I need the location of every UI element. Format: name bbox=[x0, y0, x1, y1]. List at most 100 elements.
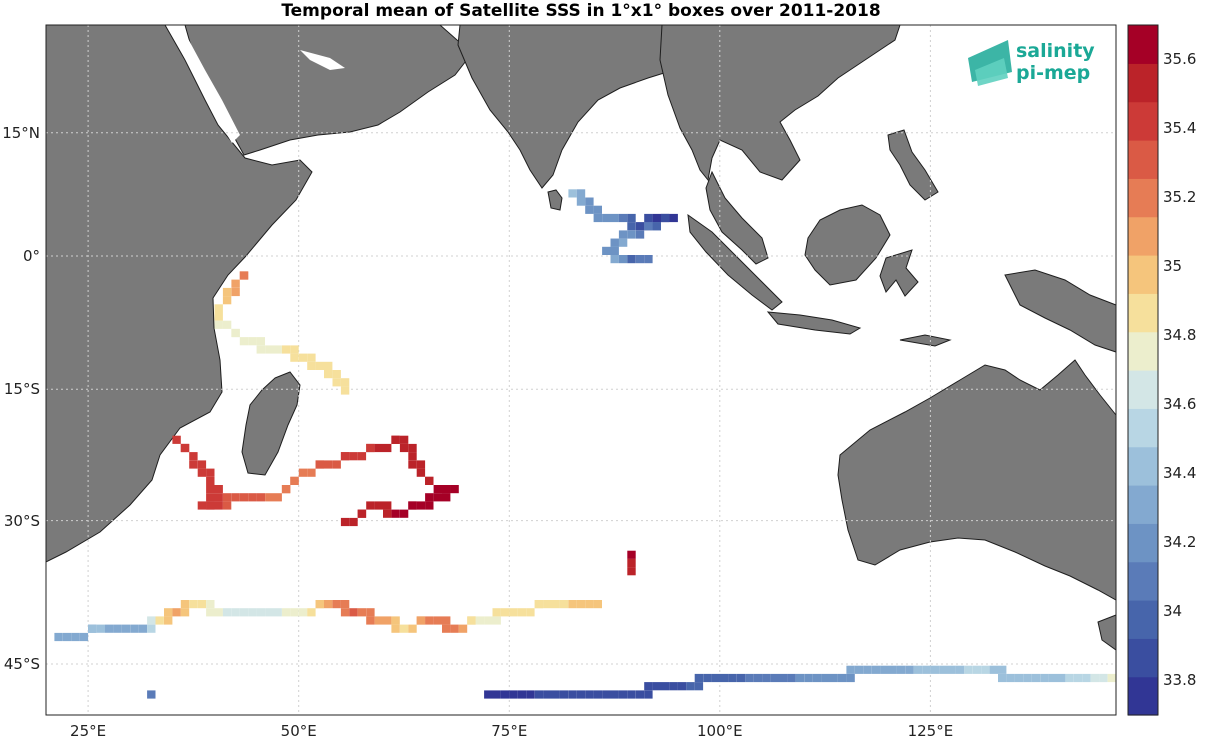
sss-cell-east-africa-coast bbox=[214, 312, 223, 321]
sri-lanka bbox=[547, 189, 563, 211]
colorbar-segment bbox=[1128, 293, 1158, 333]
sss-cell-east-africa-coast bbox=[222, 296, 232, 305]
sss-cell-south-indian-subtropical bbox=[206, 501, 215, 510]
sss-cell-east-africa-coast bbox=[273, 345, 282, 354]
sss-cell-antarctic-circumpolar bbox=[703, 673, 712, 683]
sss-cell-east-africa-coast bbox=[256, 337, 265, 346]
sss-cell-south-indian-subtropical bbox=[416, 460, 426, 469]
salinity-pi-mep-logo: salinity pi-mep bbox=[968, 40, 1095, 86]
sss-cell-east-africa-coast bbox=[231, 287, 240, 297]
sss-cell-antarctic-circumpolar bbox=[711, 673, 720, 683]
sss-cell-antarctic-circumpolar bbox=[998, 673, 1007, 683]
sss-cell-southern-front bbox=[340, 600, 350, 609]
colorbar-segment bbox=[1128, 561, 1158, 601]
sss-cell-southern-front bbox=[121, 624, 131, 633]
map-title: Temporal mean of Satellite SSS in 1°x1° … bbox=[281, 1, 881, 21]
sss-cell-south-indian-subtropical bbox=[197, 501, 207, 510]
colorbar-tick: 34.2 bbox=[1163, 533, 1196, 551]
sss-cell-south-indian-subtropical bbox=[383, 509, 392, 518]
sss-cell-south-indian-subtropical bbox=[399, 443, 409, 453]
sss-cell-southern-front bbox=[517, 608, 527, 617]
sss-cell-south-indian-subtropical bbox=[206, 468, 215, 477]
sss-cell-bay-of-bengal bbox=[602, 213, 611, 223]
lon-tick-labels: 25°E 50°E 75°E 100°E 125°E bbox=[70, 722, 953, 740]
sss-cell-antarctic-circumpolar bbox=[1073, 673, 1083, 683]
land-masses bbox=[45, 24, 1117, 651]
sss-cell-antarctic-circumpolar bbox=[753, 673, 763, 683]
sss-cell-bay-of-bengal bbox=[618, 238, 628, 247]
lon-tick: 125°E bbox=[908, 722, 954, 740]
sss-cell-bay-of-bengal bbox=[618, 230, 628, 239]
colorbar-segment bbox=[1128, 140, 1158, 179]
colorbar-segment bbox=[1128, 63, 1158, 103]
sss-cell-south-indian-subtropical bbox=[627, 558, 636, 568]
red-sea-gap bbox=[170, 30, 240, 143]
sumatra bbox=[687, 213, 783, 311]
sss-cell-antarctic-circumpolar bbox=[652, 682, 661, 691]
sss-cell-bay-of-bengal bbox=[627, 230, 636, 239]
sss-cell-south-indian-subtropical bbox=[433, 485, 442, 494]
colorbar-segment bbox=[1128, 178, 1158, 218]
sss-cell-southern-front bbox=[164, 616, 173, 625]
sss-cell-south-indian-subtropical bbox=[627, 567, 636, 576]
sss-cell-east-africa-coast bbox=[231, 328, 240, 338]
sss-cell-southern-front bbox=[534, 600, 544, 609]
sss-cell-south-indian-subtropical bbox=[290, 476, 299, 485]
colorbar bbox=[1128, 25, 1158, 716]
logo-line1: salinity bbox=[1016, 40, 1095, 62]
sss-cell-south-indian-subtropical bbox=[324, 460, 333, 469]
sss-cell-east-africa-coast bbox=[340, 378, 350, 387]
colorbar-segment bbox=[1128, 523, 1158, 563]
sss-cell-bay-of-bengal bbox=[576, 189, 586, 198]
sss-cell-antarctic-circumpolar bbox=[526, 690, 535, 699]
sss-cell-antarctic-circumpolar bbox=[484, 690, 493, 699]
sss-cell-antarctic-circumpolar bbox=[829, 673, 838, 683]
sss-cell-south-indian-subtropical bbox=[366, 443, 375, 453]
colorbar-segment bbox=[1128, 25, 1158, 64]
colorbar-segment bbox=[1128, 638, 1158, 678]
sss-cell-southern-front bbox=[147, 690, 156, 699]
sss-cell-east-africa-coast bbox=[239, 271, 249, 280]
colorbar-tick-labels: 35.6 35.4 35.2 35 34.8 34.6 34.4 34.2 34… bbox=[1163, 50, 1196, 689]
sss-cell-southern-front bbox=[197, 600, 207, 609]
sss-cell-bay-of-bengal bbox=[593, 205, 602, 214]
sss-cell-antarctic-circumpolar bbox=[863, 665, 872, 674]
sss-cell-southern-front bbox=[391, 616, 400, 625]
sss-cell-antarctic-circumpolar bbox=[576, 690, 586, 699]
sss-cell-southern-front bbox=[509, 608, 518, 617]
sss-cell-bay-of-bengal bbox=[652, 222, 661, 231]
sss-cell-bay-of-bengal bbox=[576, 197, 586, 206]
sss-cell-antarctic-circumpolar bbox=[627, 690, 636, 699]
sss-cell-antarctic-circumpolar bbox=[1057, 673, 1066, 683]
sss-cell-east-africa-coast bbox=[340, 386, 350, 395]
sss-cell-south-indian-subtropical bbox=[214, 501, 223, 510]
sss-cell-bay-of-bengal bbox=[610, 255, 619, 264]
sss-cell-bay-of-bengal bbox=[635, 222, 645, 231]
sss-cell-antarctic-circumpolar bbox=[635, 690, 645, 699]
sss-cell-south-indian-subtropical bbox=[206, 476, 215, 485]
sss-cell-south-indian-subtropical bbox=[399, 435, 409, 444]
sss-cell-south-indian-subtropical bbox=[433, 493, 442, 502]
indochina-landmass bbox=[659, 24, 901, 182]
lat-tick: 45°S bbox=[4, 655, 40, 673]
sss-cell-south-indian-subtropical bbox=[442, 485, 451, 494]
colorbar-segment bbox=[1128, 408, 1158, 448]
sss-cell-antarctic-circumpolar bbox=[989, 665, 998, 674]
sss-cell-south-indian-subtropical bbox=[442, 493, 451, 502]
sss-cell-bay-of-bengal bbox=[669, 213, 678, 223]
sss-cells bbox=[54, 189, 1116, 699]
colorbar-segment bbox=[1128, 600, 1158, 639]
sss-cell-bay-of-bengal bbox=[593, 213, 602, 223]
sss-cell-southern-front bbox=[105, 624, 114, 633]
sss-cell-southern-front bbox=[147, 624, 156, 633]
logo-line2: pi-mep bbox=[1016, 62, 1090, 84]
sss-cell-antarctic-circumpolar bbox=[720, 673, 729, 683]
sss-cell-southern-front bbox=[256, 608, 265, 617]
sss-cell-bay-of-bengal bbox=[568, 189, 577, 198]
sss-cell-southern-front bbox=[54, 632, 63, 642]
sss-cell-south-indian-subtropical bbox=[627, 550, 636, 559]
sss-cell-southern-front bbox=[155, 616, 164, 625]
sss-cell-south-indian-subtropical bbox=[374, 501, 383, 510]
colorbar-segment bbox=[1128, 101, 1158, 141]
sss-cell-antarctic-circumpolar bbox=[1107, 673, 1116, 683]
